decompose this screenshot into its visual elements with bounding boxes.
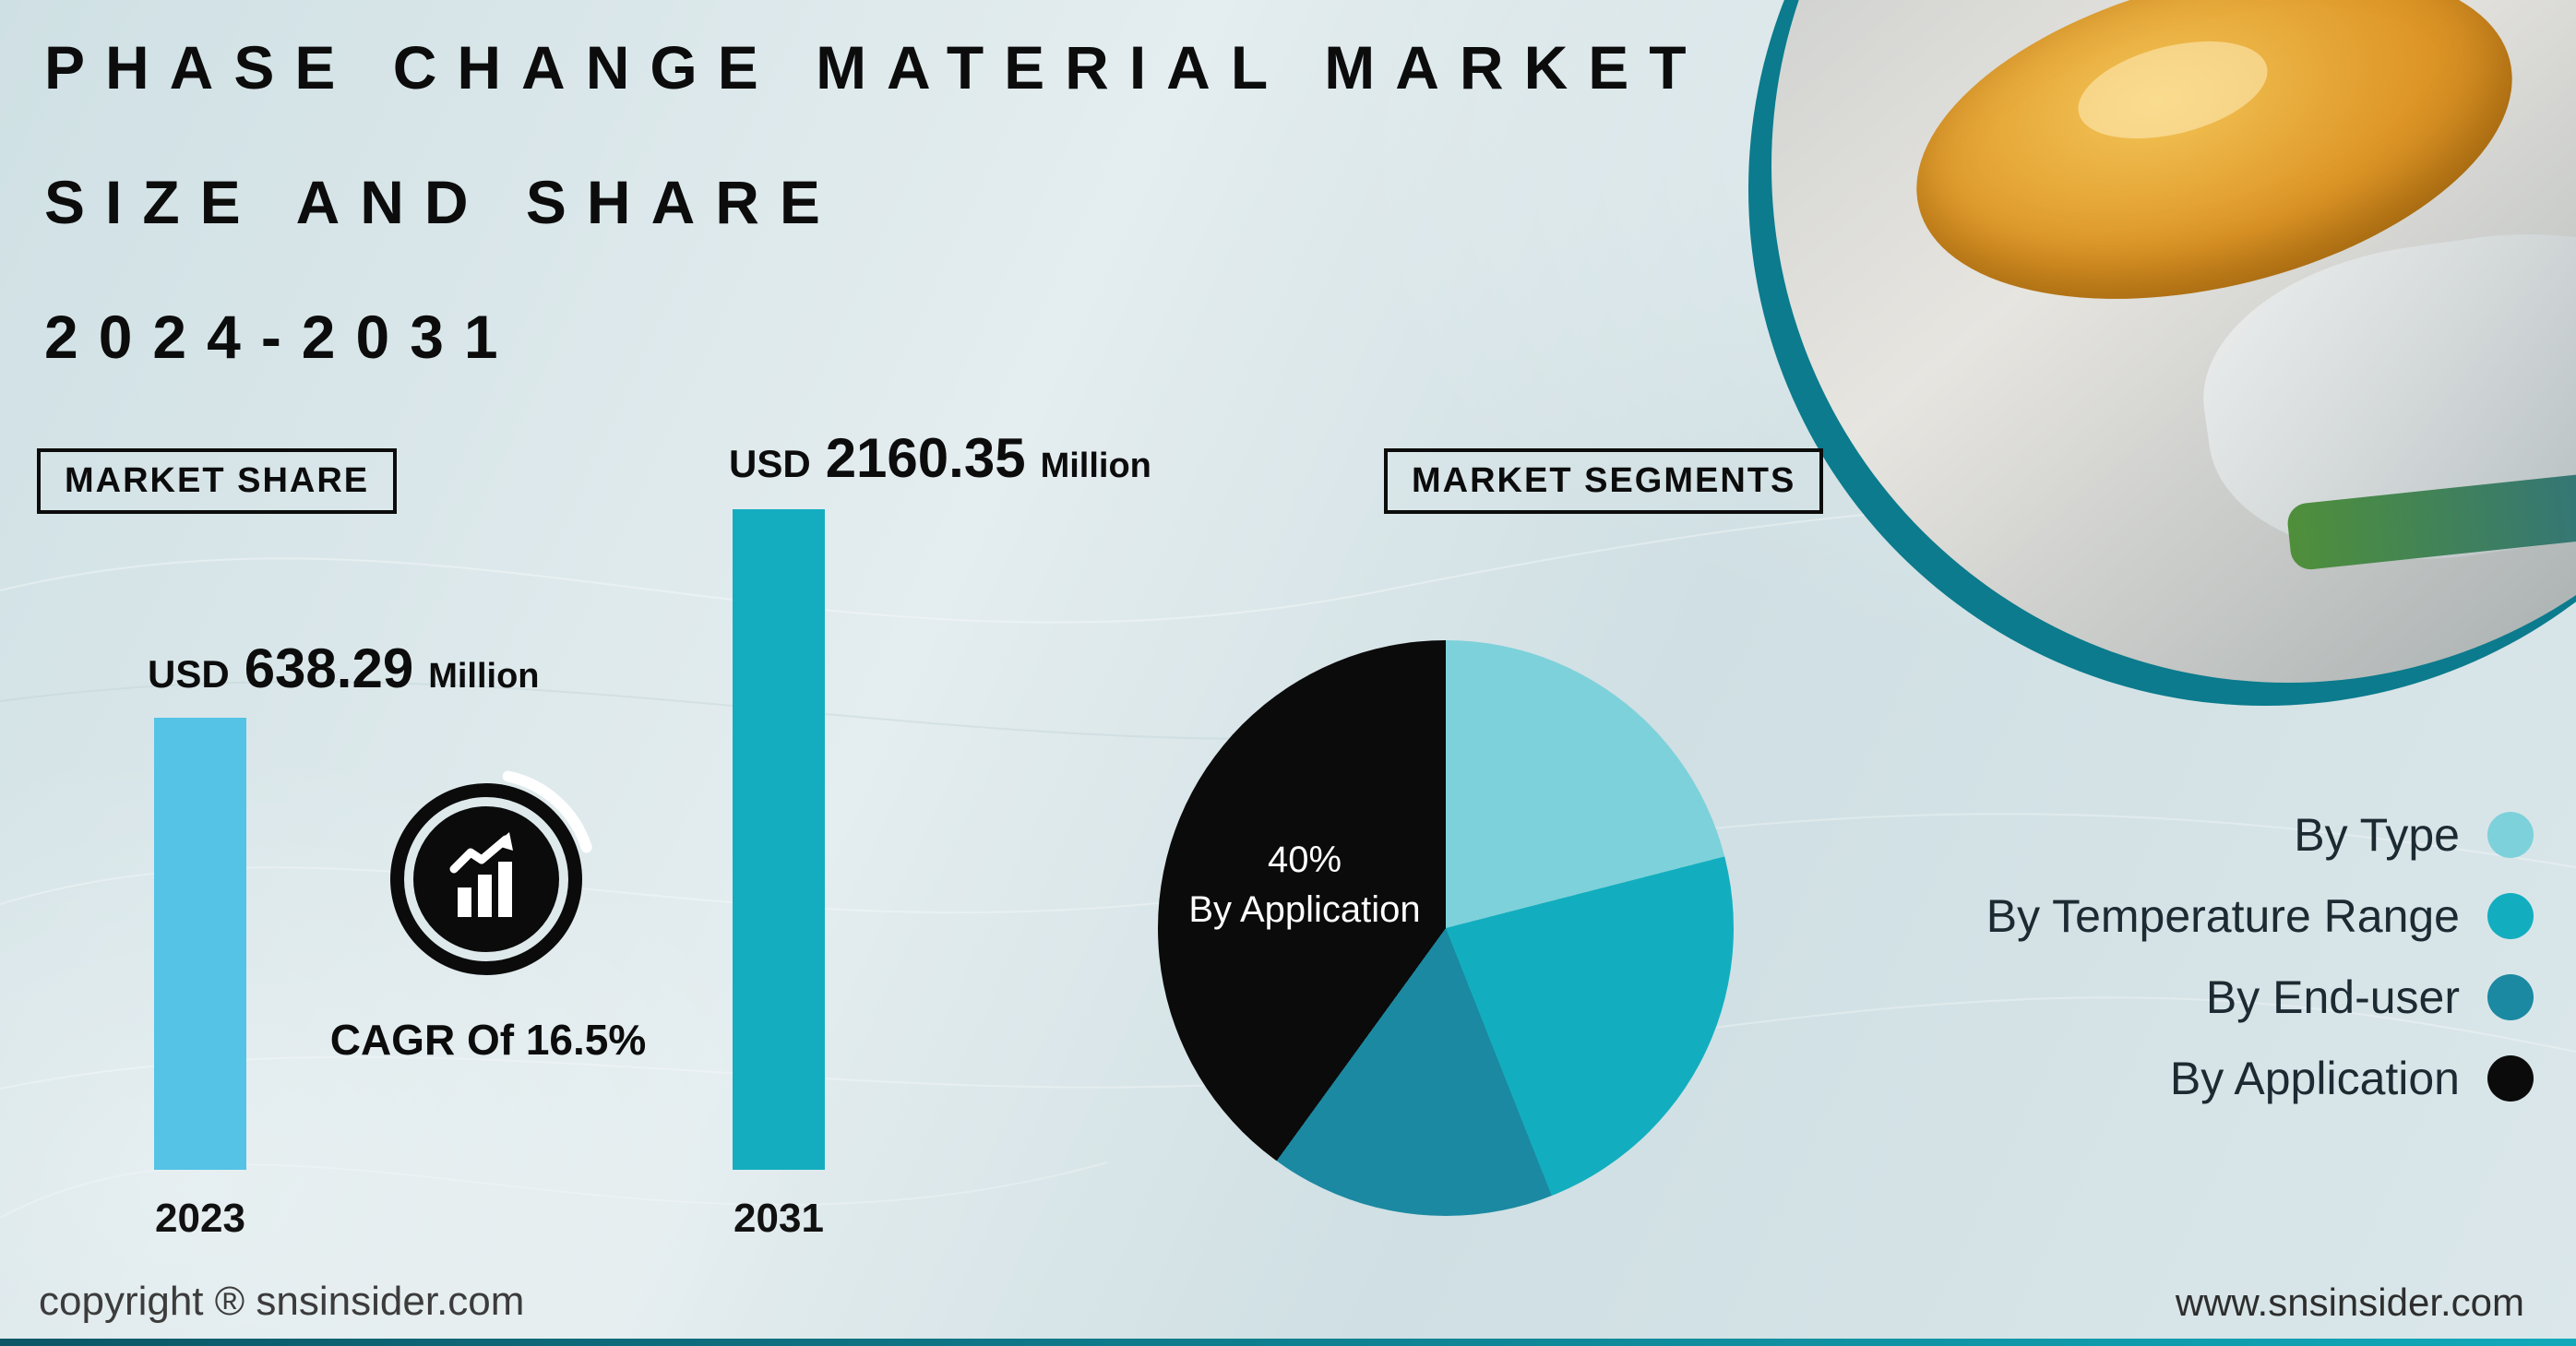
pie-annotation-percent: 40% — [1267, 840, 1342, 880]
legend-swatch-by-type — [2487, 812, 2534, 858]
bar-value-2023-currency: USD — [148, 652, 230, 696]
bar-2023 — [154, 718, 246, 1170]
legend-item-by-end-user: By End-user — [2206, 971, 2534, 1024]
page-title-line1: PHASE CHANGE MATERIAL MARKET — [44, 33, 1707, 101]
bar-value-2031-currency: USD — [729, 442, 811, 485]
bar-value-2023: USD 638.29 Million — [148, 637, 540, 700]
legend-swatch-by-application — [2487, 1055, 2534, 1102]
legend-label: By Temperature Range — [1986, 890, 2460, 942]
legend-item-by-temperature-range: By Temperature Range — [1986, 889, 2534, 943]
legend-label: By End-user — [2205, 971, 2460, 1023]
pie-chart — [1158, 640, 1734, 1216]
bar-value-2023-amount: 638.29 — [244, 637, 414, 699]
legend-swatch-by-end-user — [2487, 974, 2534, 1020]
cagr-growth-icon — [376, 768, 597, 990]
pie-annotation-label: By Application — [1188, 889, 1421, 930]
market-segments-label: MARKET SEGMENTS — [1384, 448, 1824, 514]
legend-item-by-application: By Application — [2170, 1052, 2534, 1105]
website-text: www.snsinsider.com — [2175, 1280, 2524, 1324]
page-title-line2: SIZE AND SHARE — [44, 168, 841, 236]
cagr-value-label: CAGR Of 16.5% — [329, 1016, 647, 1064]
bar-value-2031: USD 2160.35 Million — [729, 426, 1151, 490]
market-share-label: MARKET SHARE — [37, 448, 398, 514]
bar-category-2023: 2023 — [155, 1196, 245, 1241]
bottom-accent-line — [0, 1339, 2576, 1346]
bar-category-2031: 2031 — [733, 1196, 824, 1241]
legend-label: By Application — [2169, 1053, 2460, 1104]
hero-image — [1771, 0, 2576, 683]
bar-value-2023-unit: Million — [428, 657, 540, 696]
page-title-line3: 2024-2031 — [44, 303, 519, 371]
pie-legend: By Type By Temperature Range By End-user… — [1986, 808, 2534, 1105]
copyright-text: copyright ® snsinsider.com — [39, 1279, 525, 1324]
legend-label: By Type — [2294, 809, 2460, 861]
legend-item-by-type: By Type — [2294, 808, 2534, 862]
legend-swatch-by-temperature-range — [2487, 893, 2534, 939]
bar-value-2031-amount: 2160.35 — [825, 427, 1026, 489]
bar-value-2031-unit: Million — [1040, 447, 1151, 485]
pie-annotation: 40% By Application — [1111, 835, 1498, 935]
bar-2031 — [733, 509, 825, 1170]
